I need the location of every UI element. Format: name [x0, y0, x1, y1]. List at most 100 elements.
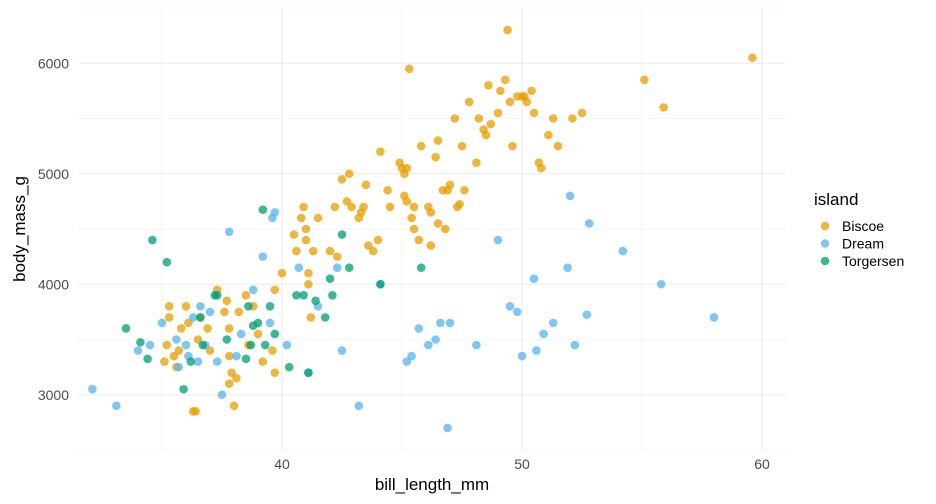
point-biscoe — [493, 108, 503, 118]
point-torgersen — [196, 313, 205, 322]
point-biscoe — [544, 130, 553, 140]
point-biscoe — [174, 346, 184, 355]
point-biscoe — [385, 202, 395, 212]
point-biscoe — [373, 235, 383, 245]
legend-label-dream: Dream — [842, 236, 884, 252]
point-dream — [193, 357, 203, 366]
y-axis-title: body_mass_g — [10, 176, 29, 282]
point-dream — [445, 318, 455, 328]
point-dream — [493, 235, 503, 245]
point-dream — [224, 227, 234, 237]
point-torgersen — [320, 313, 330, 322]
point-dream — [532, 346, 541, 355]
point-biscoe — [522, 97, 532, 107]
point-dream — [407, 351, 416, 361]
point-biscoe — [500, 75, 510, 85]
point-dream — [472, 340, 481, 350]
point-biscoe — [402, 197, 412, 206]
point-torgersen — [292, 291, 301, 300]
point-biscoe — [748, 53, 757, 63]
point-torgersen — [253, 318, 263, 328]
point-biscoe — [160, 357, 169, 366]
point-torgersen — [179, 384, 188, 394]
point-dream — [512, 307, 522, 317]
point-biscoe — [440, 224, 450, 234]
point-biscoe — [347, 202, 356, 212]
legend-key-torgersen — [820, 256, 830, 266]
point-dream — [133, 346, 143, 355]
point-biscoe — [402, 163, 412, 173]
x-axis-title: bill_length_mm — [375, 475, 489, 494]
point-biscoe — [527, 86, 536, 96]
point-biscoe — [433, 136, 443, 145]
point-biscoe — [496, 86, 505, 96]
point-biscoe — [296, 213, 306, 223]
point-torgersen — [325, 274, 335, 284]
point-torgersen — [222, 335, 232, 344]
point-biscoe — [536, 163, 546, 173]
point-dream — [212, 357, 222, 366]
point-biscoe — [455, 199, 464, 209]
data-points — [88, 25, 757, 433]
point-torgersen — [304, 368, 313, 377]
point-biscoe — [508, 141, 517, 151]
point-biscoe — [258, 357, 268, 366]
point-dream — [265, 318, 275, 328]
point-biscoe — [486, 119, 496, 129]
point-dream — [236, 329, 246, 339]
point-biscoe — [407, 213, 416, 223]
point-biscoe — [337, 174, 347, 184]
point-dream — [443, 423, 452, 433]
point-biscoe — [268, 346, 277, 355]
point-biscoe — [460, 186, 469, 195]
point-biscoe — [472, 158, 481, 167]
point-biscoe — [224, 351, 234, 361]
y-tick-label: 6000 — [38, 55, 69, 71]
point-torgersen — [416, 263, 426, 272]
point-biscoe — [330, 202, 340, 212]
point-dream — [563, 263, 572, 272]
point-torgersen — [337, 230, 347, 239]
point-biscoe — [409, 224, 419, 234]
point-biscoe — [270, 285, 280, 295]
point-biscoe — [270, 368, 280, 377]
point-dream — [656, 279, 666, 289]
point-biscoe — [484, 81, 493, 90]
point-dream — [414, 324, 424, 333]
point-biscoe — [426, 208, 436, 217]
point-dream — [294, 263, 304, 272]
point-biscoe — [409, 202, 419, 212]
point-biscoe — [234, 307, 244, 317]
point-biscoe — [301, 224, 311, 234]
point-biscoe — [431, 152, 440, 162]
point-biscoe — [481, 130, 491, 140]
point-torgersen — [186, 357, 196, 366]
point-biscoe — [359, 202, 368, 212]
point-torgersen — [121, 324, 131, 333]
point-biscoe — [474, 114, 484, 123]
point-dream — [505, 302, 515, 311]
point-torgersen — [212, 291, 222, 300]
point-biscoe — [176, 324, 186, 333]
point-torgersen — [265, 302, 275, 311]
point-biscoe — [640, 75, 649, 85]
point-biscoe — [503, 25, 512, 35]
point-torgersen — [299, 291, 308, 300]
point-dream — [232, 351, 241, 361]
point-dream — [584, 219, 594, 228]
point-biscoe — [457, 141, 467, 151]
point-biscoe — [433, 219, 443, 228]
x-tick-label: 40 — [274, 456, 290, 472]
point-biscoe — [577, 108, 587, 118]
point-dream — [582, 310, 592, 319]
point-torgersen — [148, 235, 157, 245]
point-biscoe — [203, 324, 212, 333]
point-dream — [181, 340, 191, 350]
point-biscoe — [361, 180, 371, 190]
point-biscoe — [450, 114, 460, 123]
point-biscoe — [277, 268, 287, 278]
point-dream — [565, 191, 575, 201]
point-biscoe — [464, 97, 474, 107]
point-dream — [258, 252, 268, 261]
